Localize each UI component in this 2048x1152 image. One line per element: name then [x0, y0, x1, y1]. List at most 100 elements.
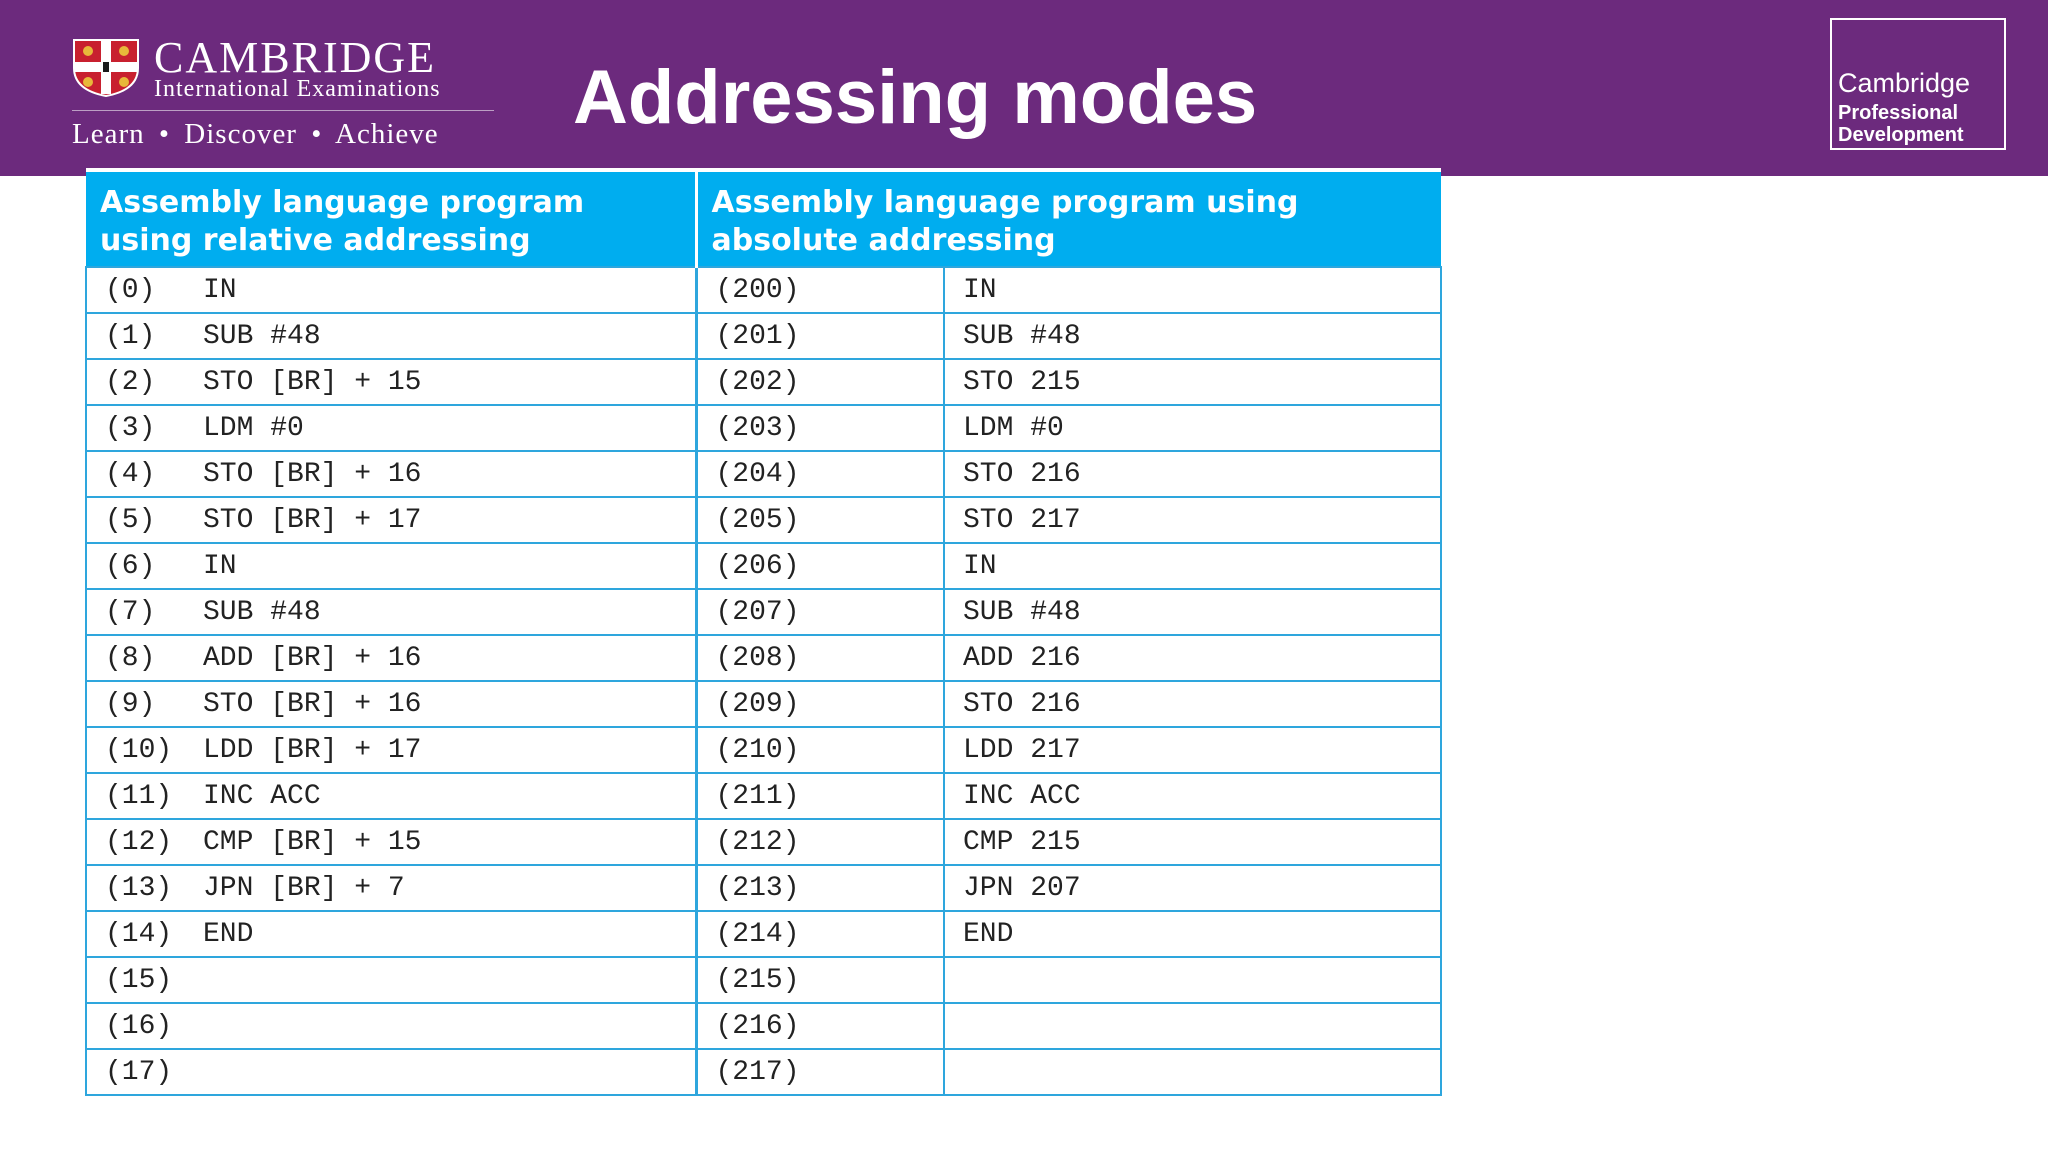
table-row: (5) STO [BR] + 17 (205) STO 217 — [85, 496, 1442, 544]
table-row: (9) STO [BR] + 16 (209) STO 216 — [85, 680, 1442, 728]
absolute-instruction-cell — [943, 956, 1442, 1004]
relative-address-cell: (16) — [85, 1002, 203, 1050]
table-row: (16) (216) — [85, 1002, 1442, 1050]
brand-subtitle: International Examinations — [154, 76, 441, 102]
absolute-address-cell: (201) — [694, 312, 945, 360]
relative-instruction-cell: JPN [BR] + 7 — [203, 864, 697, 912]
cpd-logo: Cambridge Professional Development — [1830, 18, 2006, 150]
absolute-address-cell: (217) — [694, 1048, 945, 1096]
relative-address-cell: (6) — [85, 542, 203, 590]
absolute-instruction-cell — [943, 1048, 1442, 1096]
tagline-learn: Learn — [72, 118, 145, 150]
cambridge-shield-icon — [73, 39, 139, 98]
relative-instruction-cell: STO [BR] + 17 — [203, 496, 697, 544]
relative-instruction-cell — [203, 1002, 697, 1050]
addressing-table: Assembly language program using relative… — [85, 168, 1442, 1096]
cpd-line-3: Development — [1838, 124, 1964, 146]
absolute-address-cell: (209) — [694, 680, 945, 728]
table-row: (10) LDD [BR] + 17 (210) LDD 217 — [85, 726, 1442, 774]
relative-instruction-cell: SUB #48 — [203, 588, 697, 636]
cpd-line-1: Cambridge — [1838, 68, 1971, 98]
table-row: (3) LDM #0 (203) LDM #0 — [85, 404, 1442, 452]
relative-instruction-cell: LDD [BR] + 17 — [203, 726, 697, 774]
absolute-address-cell: (213) — [694, 864, 945, 912]
table-row: (13) JPN [BR] + 7 (213) JPN 207 — [85, 864, 1442, 912]
absolute-instruction-cell: END — [943, 910, 1442, 958]
table-row: (8) ADD [BR] + 16 (208) ADD 216 — [85, 634, 1442, 682]
relative-address-cell: (12) — [85, 818, 203, 866]
cpd-line-2: Professional — [1838, 102, 1959, 124]
relative-address-cell: (11) — [85, 772, 203, 820]
relative-address-cell: (1) — [85, 312, 203, 360]
absolute-address-cell: (216) — [694, 1002, 945, 1050]
page-title: Addressing modes — [573, 55, 1258, 140]
table-row: (11) INC ACC (211) INC ACC — [85, 772, 1442, 820]
absolute-address-cell: (206) — [694, 542, 945, 590]
relative-instruction-cell — [203, 1048, 697, 1096]
relative-address-cell: (3) — [85, 404, 203, 452]
table-row: (1) SUB #48 (201) SUB #48 — [85, 312, 1442, 360]
absolute-address-cell: (204) — [694, 450, 945, 498]
absolute-addressing-header: Assembly language program using absolute… — [696, 170, 1441, 267]
table-row: (7) SUB #48 (207) SUB #48 — [85, 588, 1442, 636]
relative-instruction-cell: IN — [203, 542, 697, 590]
absolute-instruction-cell: INC ACC — [943, 772, 1442, 820]
relative-address-cell: (15) — [85, 956, 203, 1004]
absolute-address-cell: (200) — [694, 266, 945, 314]
brand-divider — [72, 110, 494, 111]
absolute-instruction-cell: ADD 216 — [943, 634, 1442, 682]
absolute-address-cell: (205) — [694, 496, 945, 544]
relative-instruction-cell: CMP [BR] + 15 — [203, 818, 697, 866]
relative-instruction-cell: LDM #0 — [203, 404, 697, 452]
table-row: (14) END (214) END — [85, 910, 1442, 958]
table-body: (0) IN (200) IN (1) SUB #48 (201) SUB #48 (2) STO… — [85, 266, 1442, 1096]
brand-name: CAMBRIDGE — [154, 33, 437, 82]
relative-address-cell: (8) — [85, 634, 203, 682]
absolute-instruction-cell: STO 216 — [943, 450, 1442, 498]
absolute-address-cell: (207) — [694, 588, 945, 636]
relative-address-cell: (5) — [85, 496, 203, 544]
relative-address-cell: (0) — [85, 266, 203, 314]
absolute-address-cell: (214) — [694, 910, 945, 958]
absolute-instruction-cell: LDD 217 — [943, 726, 1442, 774]
relative-address-cell: (2) — [85, 358, 203, 406]
table-row: (15) (215) — [85, 956, 1442, 1004]
slide-header: CAMBRIDGE International Examinations Lea… — [0, 0, 2048, 176]
absolute-address-cell: (208) — [694, 634, 945, 682]
tagline-discover: Discover — [184, 118, 297, 150]
relative-instruction-cell: STO [BR] + 15 — [203, 358, 697, 406]
cambridge-logo: CAMBRIDGE International Examinations Lea… — [72, 34, 502, 154]
table-header-row: Assembly language program using relative… — [86, 170, 1441, 267]
relative-address-cell: (9) — [85, 680, 203, 728]
absolute-instruction-cell: STO 215 — [943, 358, 1442, 406]
absolute-address-cell: (203) — [694, 404, 945, 452]
table-row: (0) IN (200) IN — [85, 266, 1442, 314]
absolute-instruction-cell: STO 216 — [943, 680, 1442, 728]
absolute-instruction-cell: STO 217 — [943, 496, 1442, 544]
table-row: (2) STO [BR] + 15 (202) STO 215 — [85, 358, 1442, 406]
absolute-instruction-cell: SUB #48 — [943, 312, 1442, 360]
absolute-instruction-cell: IN — [943, 266, 1442, 314]
relative-instruction-cell: END — [203, 910, 697, 958]
absolute-instruction-cell: SUB #48 — [943, 588, 1442, 636]
table-row: (12) CMP [BR] + 15 (212) CMP 215 — [85, 818, 1442, 866]
relative-addressing-header: Assembly language program using relative… — [86, 170, 698, 267]
relative-address-cell: (17) — [85, 1048, 203, 1096]
absolute-address-cell: (211) — [694, 772, 945, 820]
absolute-instruction-cell — [943, 1002, 1442, 1050]
relative-instruction-cell — [203, 956, 697, 1004]
table-row: (17) (217) — [85, 1048, 1442, 1096]
relative-instruction-cell: STO [BR] + 16 — [203, 450, 697, 498]
absolute-address-cell: (202) — [694, 358, 945, 406]
relative-address-cell: (10) — [85, 726, 203, 774]
absolute-instruction-cell: CMP 215 — [943, 818, 1442, 866]
relative-instruction-cell: SUB #48 — [203, 312, 697, 360]
tagline-dot: • — [311, 118, 336, 150]
relative-instruction-cell: IN — [203, 266, 697, 314]
absolute-address-cell: (215) — [694, 956, 945, 1004]
tagline-achieve: Achieve — [335, 118, 439, 150]
absolute-instruction-cell: LDM #0 — [943, 404, 1442, 452]
relative-instruction-cell: INC ACC — [203, 772, 697, 820]
tagline-dot: • — [158, 118, 185, 150]
table-row: (4) STO [BR] + 16 (204) STO 216 — [85, 450, 1442, 498]
